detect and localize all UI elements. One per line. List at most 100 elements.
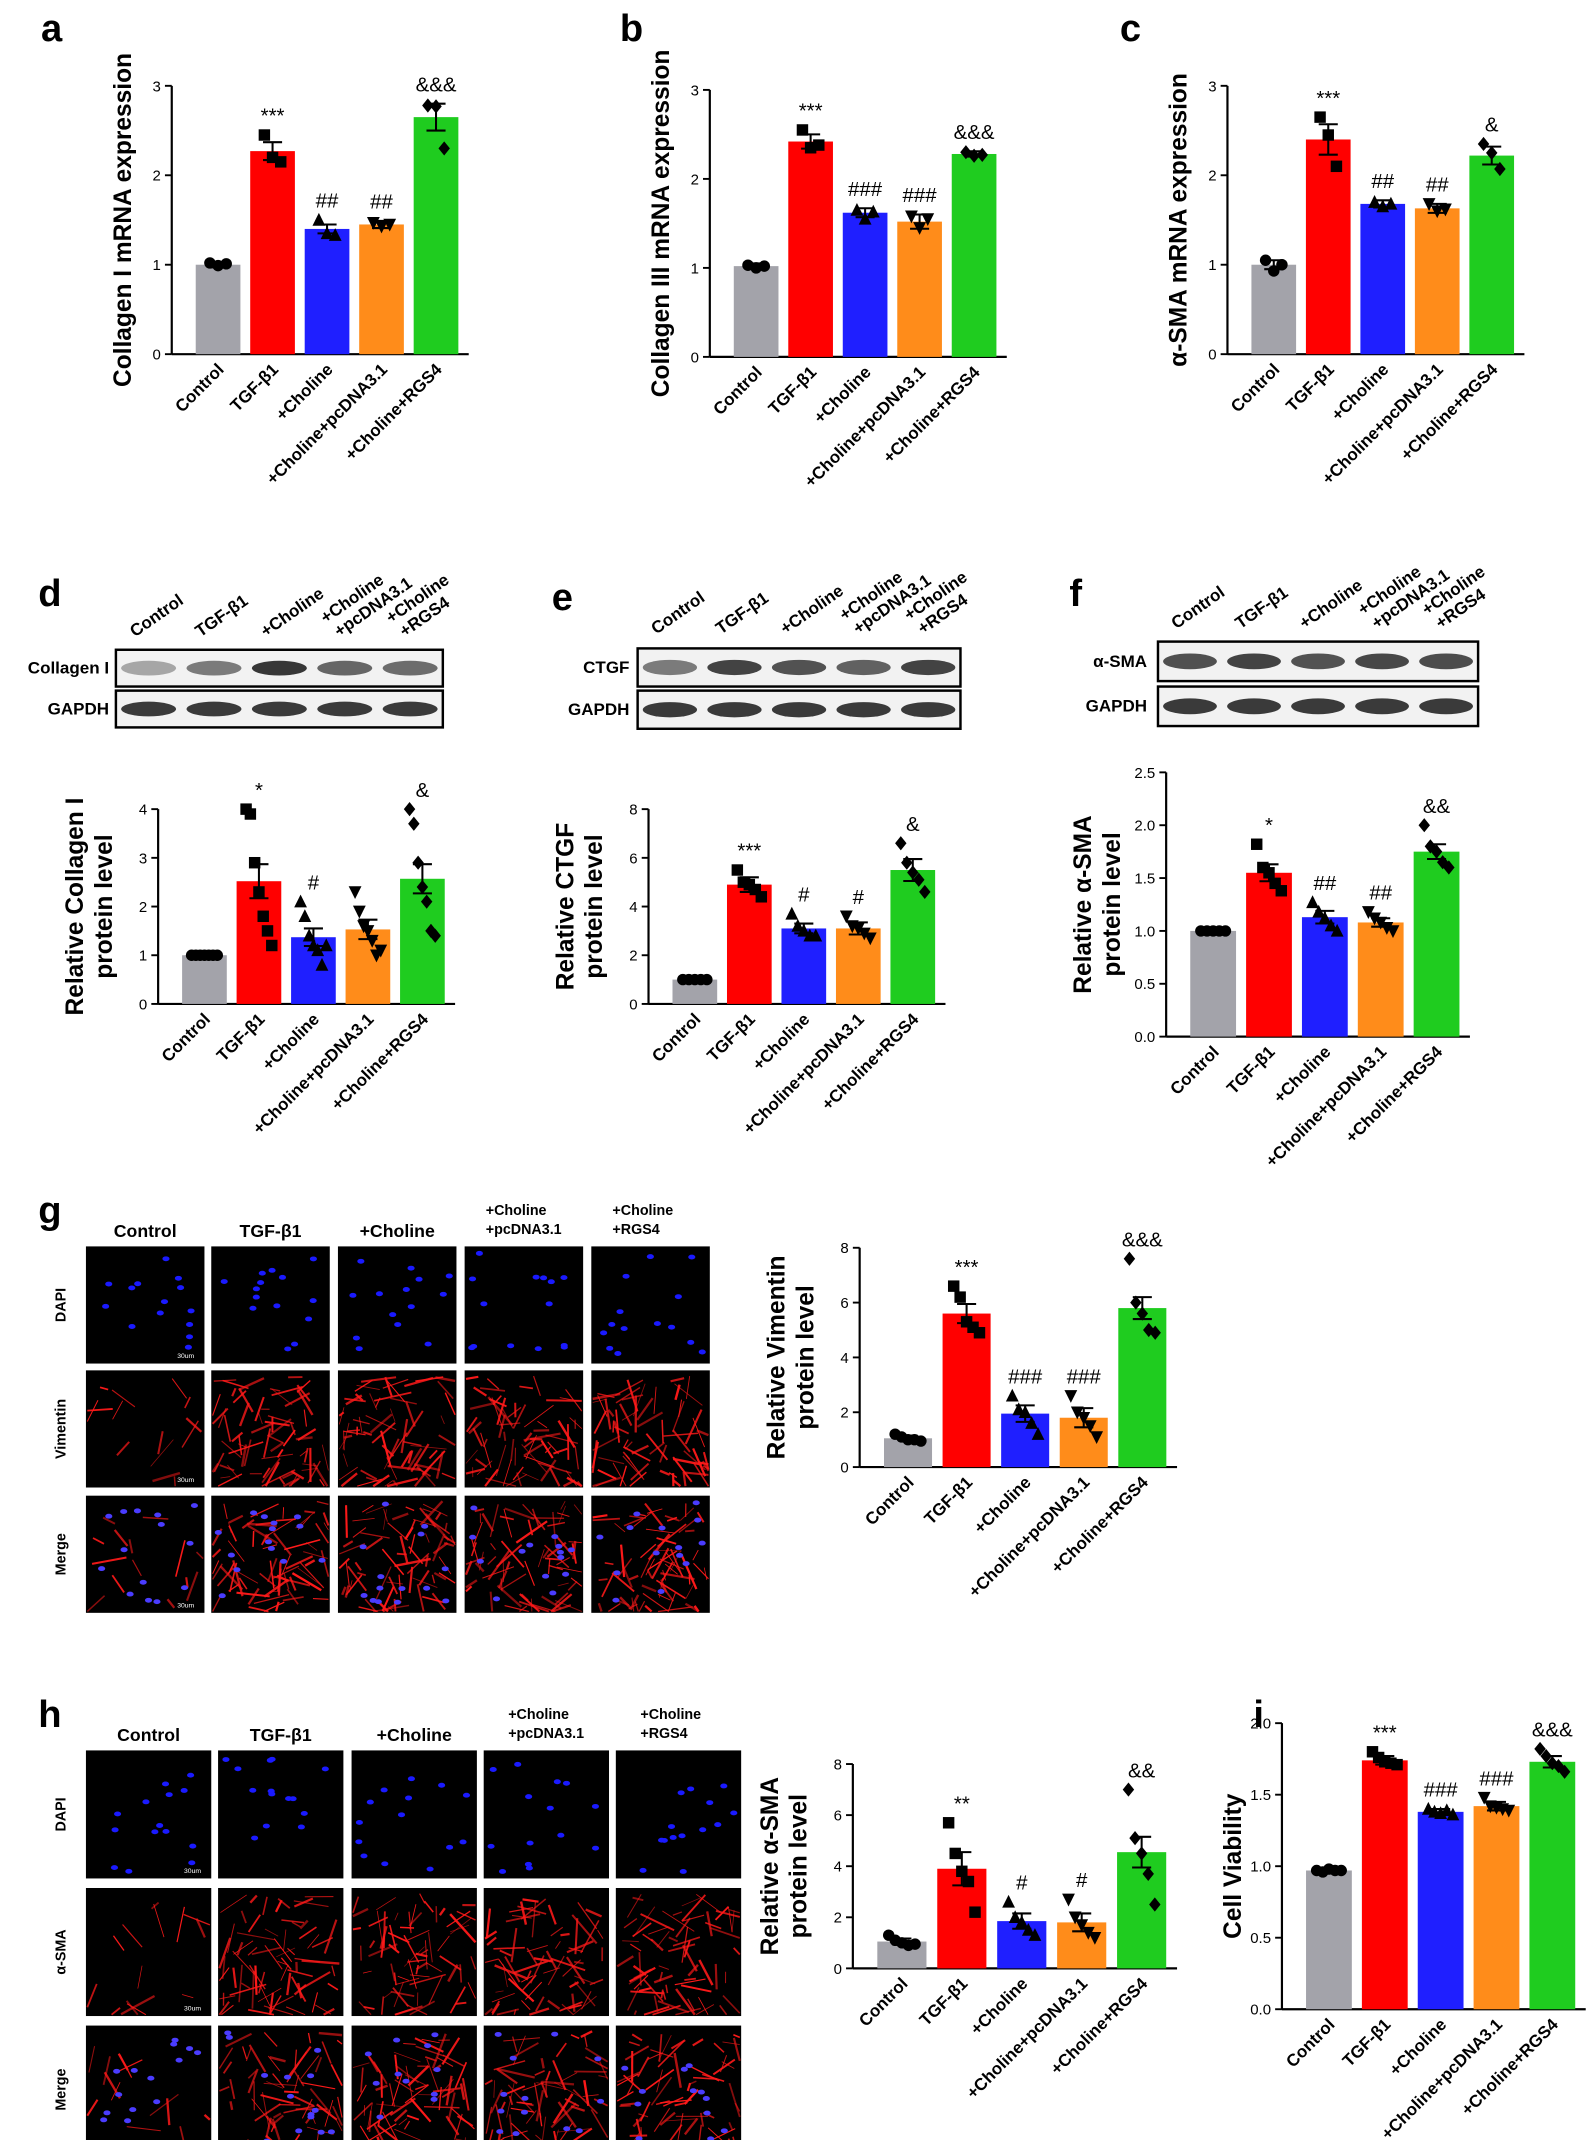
filament (261, 1533, 268, 1545)
nucleus (111, 1827, 119, 1833)
filament (408, 1911, 412, 1934)
filament (674, 1383, 703, 1406)
filament (368, 1916, 389, 1928)
column-label: TGF-β1 (250, 1725, 312, 1745)
filament (547, 1955, 565, 1986)
filament (666, 1516, 678, 1522)
nucleus (151, 1829, 159, 1835)
nucleus (667, 1824, 676, 1829)
filament (185, 1417, 203, 1433)
data-point (266, 939, 278, 952)
filament (630, 1462, 650, 1481)
micrograph (615, 2025, 742, 2140)
nucleus (374, 1599, 382, 1605)
filament (267, 1415, 295, 1425)
filament (659, 2111, 676, 2126)
filament (728, 2121, 734, 2131)
nucleus (364, 2051, 372, 2057)
blot-band (642, 659, 698, 676)
nucleus (534, 1346, 542, 1352)
filament (672, 1911, 683, 1916)
filament (247, 1946, 258, 1956)
filament (482, 1438, 488, 1448)
filament (502, 1459, 512, 1487)
nucleus (500, 2091, 508, 2097)
filament (299, 1971, 331, 1991)
filament (406, 2114, 420, 2121)
filament (504, 1604, 529, 1613)
filament (265, 2117, 272, 2138)
filament (371, 1422, 396, 1444)
nucleus (421, 1523, 429, 1529)
y-tick-label: 1 (153, 257, 161, 274)
filament (461, 2077, 470, 2111)
filament (658, 1965, 669, 1970)
filament (638, 1600, 646, 1612)
nucleus (417, 1531, 425, 1537)
filament (363, 2005, 375, 2010)
significance-label: ### (903, 185, 938, 207)
data-point (863, 932, 877, 946)
filament (338, 1557, 350, 1569)
filament (218, 2047, 234, 2069)
filament (403, 2120, 411, 2130)
data-point (266, 151, 279, 164)
filament (702, 1451, 710, 1470)
filament (388, 1943, 400, 1954)
micrograph-bg (483, 1750, 610, 1879)
data-point (949, 1847, 961, 1860)
filament (384, 1376, 393, 1398)
filament (646, 1569, 653, 1579)
nucleus (249, 1787, 257, 1793)
nucleus (594, 2056, 602, 2062)
filament (286, 1972, 292, 1996)
filament (277, 1960, 289, 1966)
filament (573, 1960, 584, 1965)
filament (643, 1978, 664, 2003)
filament (150, 1439, 174, 1467)
micrograph-bg (591, 1495, 710, 1613)
bar (400, 878, 445, 1004)
data-point (1081, 1926, 1095, 1940)
filament (322, 1512, 330, 1526)
filament (251, 1946, 282, 1956)
filament (425, 1962, 442, 1973)
filament (474, 1562, 485, 1573)
filament (383, 1509, 387, 1530)
filament (340, 1472, 358, 1488)
filament (369, 1940, 376, 1949)
filament (404, 2084, 429, 2104)
filament (684, 1977, 696, 1981)
filament (492, 1395, 502, 1406)
filament (431, 1574, 436, 1584)
filament (402, 1440, 422, 1447)
data-point (857, 927, 871, 941)
filament (537, 1462, 572, 1474)
nucleus (165, 1792, 173, 1798)
filament (263, 1601, 285, 1613)
filament (362, 1504, 374, 1513)
nucleus (635, 2136, 643, 2140)
filament (639, 2101, 651, 2122)
nucleus (171, 2037, 179, 2043)
filament (316, 1500, 329, 1506)
nucleus (402, 1287, 410, 1292)
filament (232, 1950, 256, 1976)
filament (344, 1585, 350, 1598)
filament (572, 1995, 597, 2016)
micrograph-bg (615, 1887, 742, 2017)
filament (339, 1466, 358, 1481)
filament (619, 1544, 626, 1578)
nucleus (314, 2047, 322, 2053)
nucleus (105, 1513, 113, 1519)
blot-row-label: GAPDH (1086, 697, 1147, 716)
nucleus (606, 1345, 614, 1351)
data-point (1090, 1431, 1104, 1445)
blot-band (901, 659, 956, 676)
filament (661, 1419, 664, 1444)
data-point (312, 212, 326, 226)
nucleus (154, 1512, 162, 1518)
filament (577, 1902, 598, 1930)
filament (467, 1982, 476, 1999)
